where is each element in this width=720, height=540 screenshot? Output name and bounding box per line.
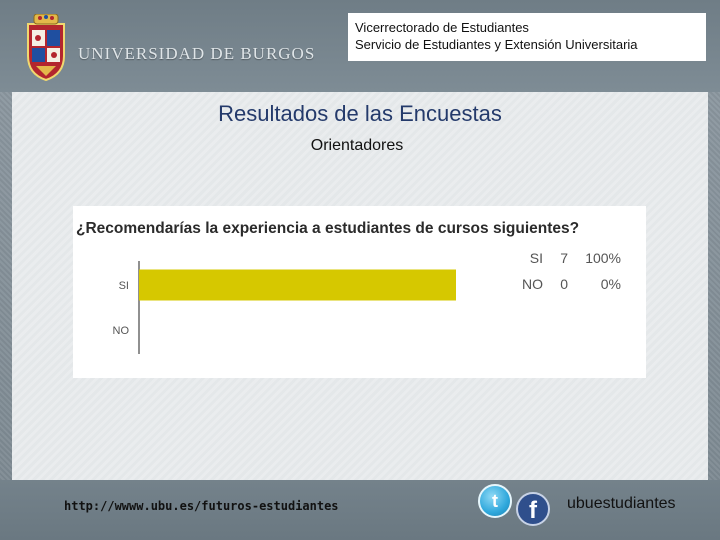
- survey-bar-chart: ¿Recomendarías la experiencia a estudian…: [76, 220, 621, 354]
- legend-label-si: SI: [530, 250, 543, 266]
- page-title: Resultados de las Encuestas: [218, 101, 502, 126]
- university-crest-icon: [27, 14, 65, 82]
- y-tick-label-si: SI: [119, 280, 129, 292]
- y-tick-label-no: NO: [113, 325, 130, 337]
- org-line-1: Vicerrectorado de Estudiantes: [355, 20, 529, 35]
- legend-percent-no: 0%: [601, 276, 621, 292]
- legend-label-no: NO: [522, 276, 543, 292]
- footer-url-link[interactable]: http://wwww.ubu.es/futuros-estudiantes: [64, 499, 339, 513]
- footer-band: [0, 480, 720, 540]
- chart-title: ¿Recomendarías la experiencia a estudian…: [76, 220, 579, 237]
- bar-si: [139, 269, 456, 301]
- university-name: UNIVERSIDAD DE BURGOS: [78, 44, 316, 63]
- legend-count-si: 7: [560, 250, 568, 266]
- org-line-2: Servicio de Estudiantes y Extensión Univ…: [355, 37, 638, 52]
- social-handle: ubuestudiantes: [567, 495, 676, 512]
- organization-box: Vicerrectorado de Estudiantes Servicio d…: [348, 13, 706, 61]
- legend-percent-si: 100%: [585, 250, 621, 266]
- facebook-icon[interactable]: f: [516, 492, 550, 526]
- chart-card: ¿Recomendarías la experiencia a estudian…: [73, 206, 646, 378]
- page-subtitle: Orientadores: [310, 137, 404, 154]
- legend-count-no: 0: [560, 276, 568, 292]
- twitter-icon[interactable]: t: [478, 484, 512, 518]
